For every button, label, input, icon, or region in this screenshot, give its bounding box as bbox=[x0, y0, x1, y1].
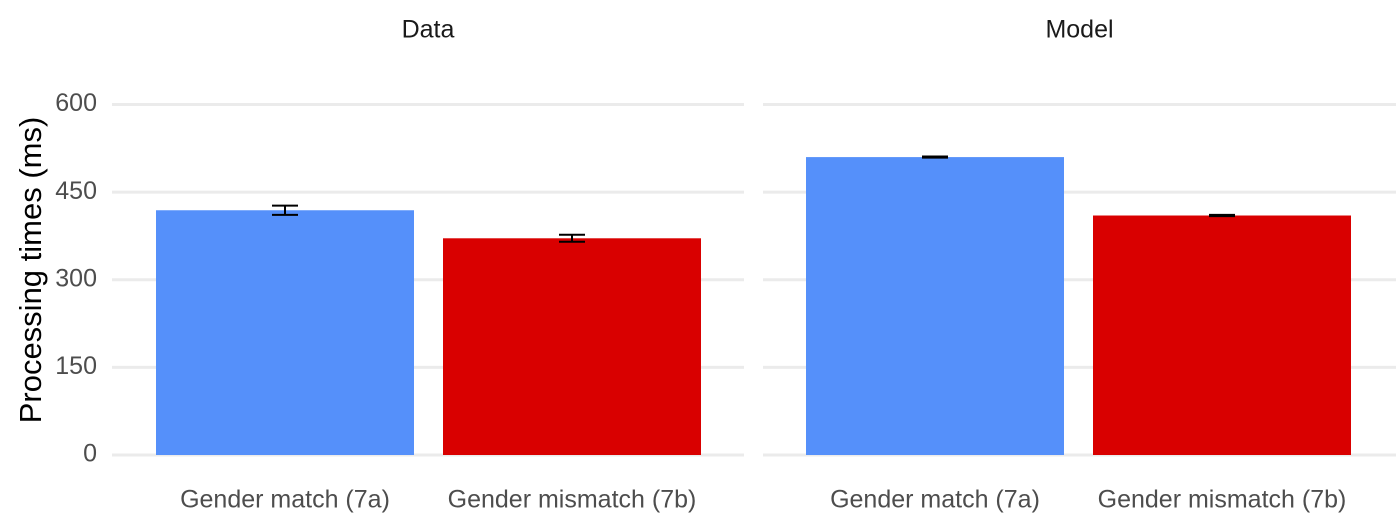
y-tick-label-600: 600 bbox=[55, 89, 97, 117]
error-bar bbox=[1209, 213, 1235, 218]
bar-gender-mismatch bbox=[1093, 215, 1351, 455]
y-tick-label-450: 450 bbox=[55, 177, 97, 205]
x-tick-label: Gender mismatch (7b) bbox=[1098, 486, 1347, 514]
y-tick-label-0: 0 bbox=[83, 440, 97, 468]
error-bar bbox=[559, 233, 585, 243]
bar-gender-mismatch bbox=[443, 238, 701, 455]
bar-gender-match bbox=[156, 210, 414, 455]
panel-title: Model bbox=[1045, 16, 1113, 44]
panels: Data Gender match (7a) Gender mismatch (7b… bbox=[112, 16, 1396, 514]
error-bar bbox=[922, 155, 948, 159]
y-axis-title-text: Processing times (ms) bbox=[13, 117, 48, 424]
y-axis-tick-labels: 0 150 300 450 600 bbox=[55, 89, 97, 467]
x-tick-label: Gender mismatch (7b) bbox=[448, 486, 697, 514]
bar-gender-match bbox=[806, 157, 1064, 455]
error-bar bbox=[272, 204, 298, 216]
panel-title: Data bbox=[402, 16, 455, 44]
x-tick-label: Gender match (7a) bbox=[830, 486, 1040, 514]
x-tick-label: Gender match (7a) bbox=[180, 486, 390, 514]
y-tick-label-300: 300 bbox=[55, 264, 97, 292]
y-axis-title: Processing times (ms) bbox=[13, 117, 48, 424]
panel-model: Model Gender match (7a) Gender mismatch (7… bbox=[763, 16, 1396, 514]
y-tick-label-150: 150 bbox=[55, 352, 97, 380]
panel-data: Data Gender match (7a) Gender mismatch (7b… bbox=[112, 16, 744, 514]
